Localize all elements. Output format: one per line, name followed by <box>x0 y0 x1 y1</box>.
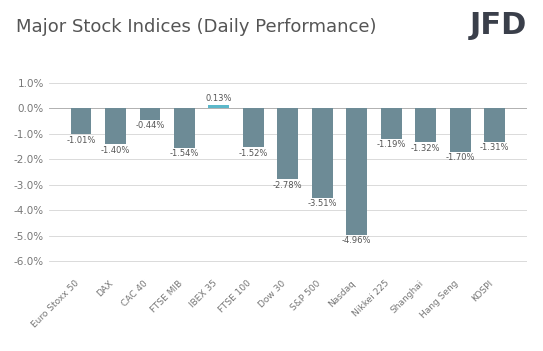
Bar <box>381 108 402 139</box>
Bar <box>243 108 264 147</box>
Text: -1.32%: -1.32% <box>411 144 440 153</box>
Bar <box>105 108 126 144</box>
Bar <box>209 105 229 108</box>
Bar <box>312 108 333 198</box>
Text: JFD: JFD <box>469 11 527 40</box>
Bar <box>484 108 505 142</box>
Bar <box>174 108 195 147</box>
Bar <box>415 108 436 142</box>
Text: -1.19%: -1.19% <box>376 140 406 150</box>
Text: -1.54%: -1.54% <box>169 149 199 158</box>
Text: 0.13%: 0.13% <box>206 94 232 103</box>
Text: -1.52%: -1.52% <box>238 149 268 158</box>
Bar <box>71 108 91 134</box>
Text: Major Stock Indices (Daily Performance): Major Stock Indices (Daily Performance) <box>16 18 377 35</box>
Text: -1.01%: -1.01% <box>66 136 96 145</box>
Bar <box>140 108 160 120</box>
Bar <box>346 108 367 234</box>
Text: -1.70%: -1.70% <box>445 153 475 163</box>
Bar <box>277 108 298 179</box>
Text: -3.51%: -3.51% <box>307 199 337 208</box>
Text: -0.44%: -0.44% <box>135 121 165 130</box>
Text: -2.78%: -2.78% <box>273 181 302 190</box>
Text: -1.40%: -1.40% <box>100 146 130 155</box>
Text: -4.96%: -4.96% <box>342 236 371 245</box>
Bar <box>450 108 471 152</box>
Text: -1.31%: -1.31% <box>480 144 509 152</box>
